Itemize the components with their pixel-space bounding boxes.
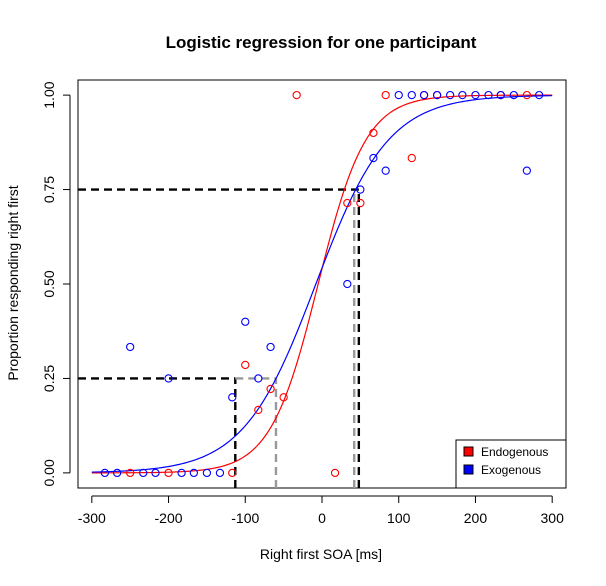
exogenous-point [407, 90, 416, 100]
endogenous-point [369, 128, 378, 138]
endogenous-point [241, 360, 250, 370]
endogenous-legend-swatch [463, 446, 474, 457]
exogenous-point [151, 468, 160, 478]
data-points [100, 90, 544, 478]
threshold-reference-lines [78, 188, 361, 488]
endogenous-point [356, 198, 365, 208]
exogenous-point [419, 90, 429, 100]
endogenous-point [343, 198, 352, 208]
exogenous-point [100, 468, 110, 478]
chart-title: Logistic regression for one participant [166, 33, 477, 52]
exogenous-point [458, 90, 467, 100]
x-axis-label: Right first SOA [ms] [260, 546, 382, 562]
y-tick-label: 0.50 [41, 270, 57, 297]
x-tick-label: -200 [155, 510, 183, 526]
exogenous-point [522, 166, 532, 175]
exogenous-fit-curve [91, 95, 553, 473]
y-tick-label: 0.75 [41, 176, 57, 203]
exogenous-point [228, 393, 237, 402]
exogenous-point [534, 90, 544, 100]
endogenous-point [522, 90, 532, 100]
exogenous-point [215, 468, 225, 478]
endogenous-fit-curve [91, 94, 553, 474]
legend-box [455, 439, 567, 489]
x-tick-label: 300 [541, 510, 565, 526]
x-tick-label: -300 [78, 510, 106, 526]
x-tick-label: -100 [231, 510, 259, 526]
exogenous-point [202, 468, 212, 478]
endogenous-point [254, 405, 263, 415]
x-tick-label: 0 [318, 510, 326, 526]
exogenous-point [484, 90, 493, 100]
legend: Endogenous Exogenous [455, 439, 567, 489]
y-tick-label: 0.25 [41, 365, 57, 392]
endogenous-point [330, 468, 340, 478]
y-tick-label: 0.00 [41, 459, 57, 486]
exogenous-point [164, 374, 173, 383]
x-tick-label: 200 [464, 510, 488, 526]
exogenous-point [509, 90, 518, 100]
y-axis: 0.00 0.25 0.50 0.75 1.00 [41, 81, 71, 487]
exogenous-legend-swatch [463, 464, 474, 475]
exogenous-point [343, 279, 352, 289]
endogenous-point [381, 90, 390, 100]
exogenous-point [177, 468, 186, 478]
endogenous-point [164, 468, 173, 478]
endogenous-point [228, 468, 237, 478]
endogenous-point [279, 393, 288, 402]
exogenous-legend-label: Exogenous [481, 463, 541, 477]
endogenous-point [126, 468, 135, 478]
plot-area-border [77, 79, 567, 489]
exogenous-point [139, 468, 148, 478]
exogenous-point [381, 166, 390, 175]
exogenous-point [356, 185, 365, 194]
exogenous-point [254, 374, 263, 383]
x-axis: -300 -200 -100 0 100 200 300 [78, 495, 565, 526]
exogenous-point [496, 90, 505, 100]
exogenous-point [189, 468, 199, 478]
endogenous-legend-label: Endogenous [481, 445, 548, 459]
exogenous-point [112, 468, 122, 478]
exogenous-point [126, 342, 135, 352]
endogenous-point [266, 384, 275, 394]
y-tick-label: 1.00 [41, 81, 57, 108]
exogenous-point [241, 317, 250, 326]
y-axis-label: Proportion responding right first [5, 185, 21, 380]
exogenous-point [445, 90, 455, 100]
x-tick-label: 100 [387, 510, 411, 526]
exogenous-point [394, 90, 403, 100]
exogenous-point [369, 153, 378, 163]
exogenous-point [266, 342, 275, 352]
endogenous-point [292, 90, 301, 100]
exogenous-point [471, 90, 480, 100]
endogenous-point [407, 153, 416, 163]
exogenous-point [432, 90, 442, 100]
logistic-fit-curves [91, 94, 553, 474]
